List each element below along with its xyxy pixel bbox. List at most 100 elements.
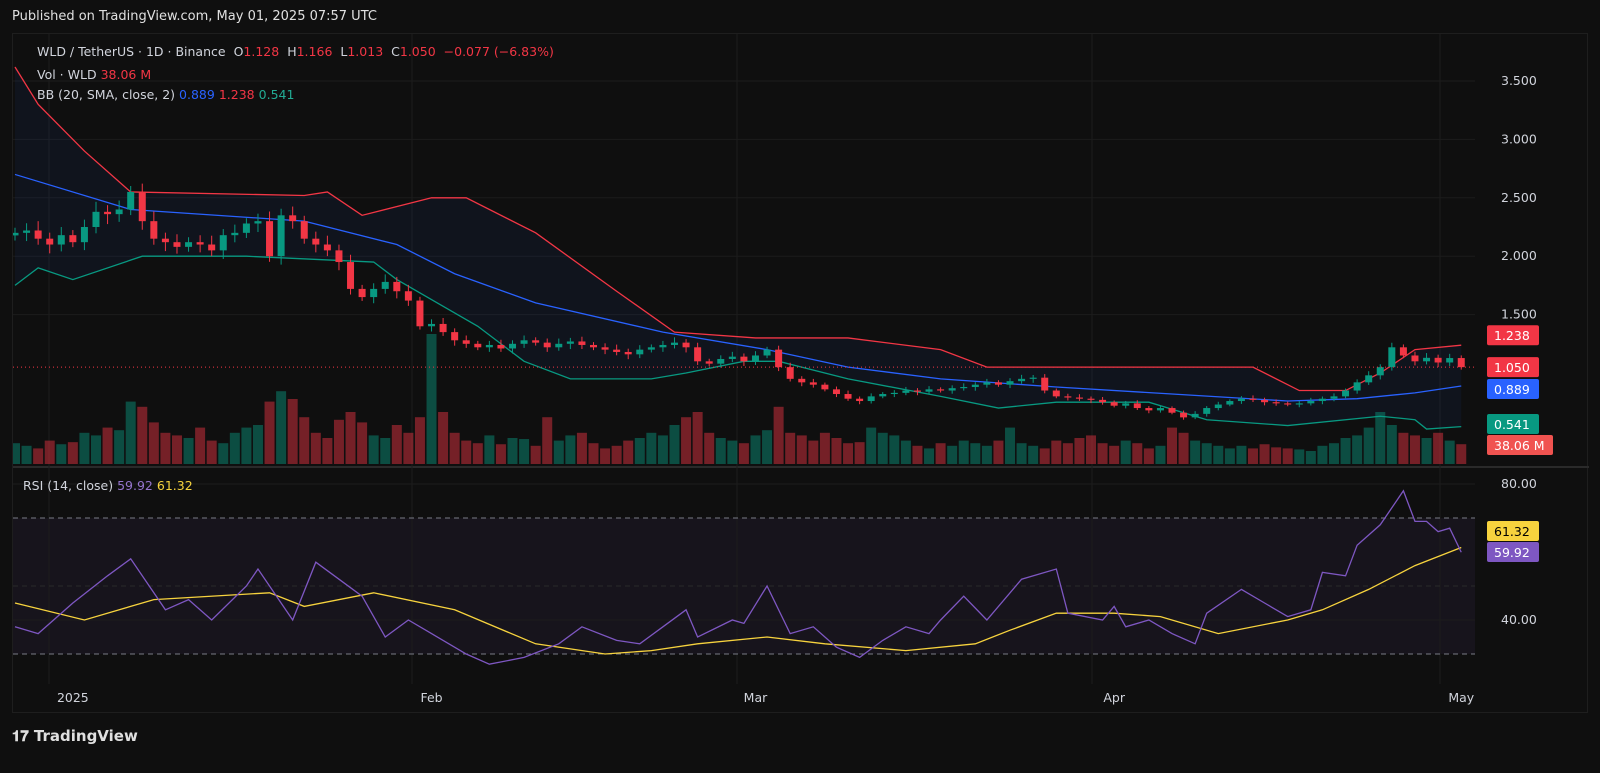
volume-bar bbox=[1097, 443, 1108, 464]
candle-body bbox=[115, 209, 123, 215]
volume-bar bbox=[137, 406, 148, 464]
volume-bar bbox=[657, 435, 668, 464]
rsi-legend[interactable]: RSI (14, close) 59.92 61.32 bbox=[23, 478, 197, 493]
volume-bar bbox=[438, 412, 449, 464]
candle-body bbox=[809, 382, 817, 385]
volume-bar bbox=[472, 443, 483, 464]
candle-body bbox=[879, 394, 887, 397]
candle bbox=[277, 208, 285, 265]
candle bbox=[786, 362, 794, 382]
volume-bar bbox=[310, 432, 321, 464]
candle bbox=[439, 317, 447, 336]
candle bbox=[104, 205, 112, 225]
rsi-ma-last-text: 61.32 bbox=[1494, 524, 1530, 539]
candle bbox=[937, 387, 945, 393]
volume-bar bbox=[843, 443, 854, 464]
candle-body bbox=[925, 389, 933, 392]
tv-logo-icon: 𝟏𝟕 bbox=[12, 727, 34, 745]
volume-bar bbox=[646, 432, 657, 464]
chart-svg[interactable]: 3.500 3.000 2.500 2.000 1.500 80.00 40.00 2025 F… bbox=[13, 34, 1589, 714]
candle bbox=[1064, 393, 1072, 401]
bb-legend[interactable]: BB (20, SMA, close, 2) 0.889 1.238 0.541 bbox=[37, 87, 298, 102]
candle-body bbox=[92, 211, 100, 227]
candle bbox=[1272, 399, 1280, 406]
volume-bar bbox=[993, 440, 1004, 464]
candle bbox=[1284, 401, 1292, 407]
candle bbox=[1237, 396, 1245, 404]
volume-bar bbox=[1213, 445, 1224, 464]
candle-body bbox=[1237, 398, 1245, 402]
candle-body bbox=[1041, 377, 1049, 391]
candle-body bbox=[1446, 358, 1454, 363]
date-axis-label: Mar bbox=[744, 690, 768, 705]
candle bbox=[404, 284, 412, 306]
volume-bar bbox=[1386, 425, 1397, 464]
candle bbox=[289, 206, 297, 229]
volume-bar bbox=[368, 435, 379, 464]
rsi-ma-last-badge bbox=[1487, 521, 1539, 541]
candle bbox=[451, 328, 459, 346]
candle bbox=[844, 390, 852, 401]
candle-body bbox=[717, 358, 725, 364]
volume-bar bbox=[1340, 438, 1351, 464]
candle-body bbox=[231, 232, 239, 236]
candle bbox=[647, 344, 655, 353]
candle-body bbox=[994, 382, 1002, 385]
volume-bar bbox=[808, 440, 819, 464]
published-caption: Published on TradingView.com, May 01, 20… bbox=[12, 9, 377, 24]
candle-body bbox=[1399, 347, 1407, 356]
volume-bar bbox=[1294, 449, 1305, 464]
chart-frame[interactable]: 3.500 3.000 2.500 2.000 1.500 80.00 40.00 2025 F… bbox=[12, 33, 1589, 714]
candle bbox=[462, 335, 470, 348]
volume-bar bbox=[530, 445, 541, 464]
volume-bar bbox=[287, 399, 298, 464]
volume-bar bbox=[738, 443, 749, 464]
candle-body bbox=[1353, 382, 1361, 391]
candle bbox=[971, 382, 979, 391]
candle-body bbox=[775, 349, 783, 368]
candle bbox=[532, 337, 540, 346]
volume-bar bbox=[333, 419, 344, 464]
candle-body bbox=[844, 394, 852, 399]
candle bbox=[1411, 351, 1419, 366]
bb-lower-value: 0.541 bbox=[258, 87, 295, 102]
candle bbox=[254, 213, 262, 233]
last-price-text: 1.050 bbox=[1494, 360, 1530, 375]
volume-last-text: 38.06 M bbox=[1494, 438, 1545, 453]
candle-body bbox=[1110, 402, 1118, 406]
candle bbox=[1214, 401, 1222, 411]
candle-body bbox=[763, 349, 771, 356]
candle bbox=[1110, 400, 1118, 408]
symbol-title[interactable]: WLD / TetherUS · 1D · Binance bbox=[37, 44, 226, 59]
candle bbox=[994, 380, 1002, 387]
volume-bar bbox=[1132, 443, 1143, 464]
volume-bar bbox=[1317, 445, 1328, 464]
volume-bar bbox=[1444, 440, 1455, 464]
candle-body bbox=[1434, 357, 1442, 363]
candle bbox=[590, 342, 597, 351]
volume-bar bbox=[692, 412, 703, 464]
rsi-last-text: 59.92 bbox=[1494, 545, 1530, 560]
candle-body bbox=[300, 221, 308, 239]
volume-bar bbox=[1039, 448, 1050, 464]
volume-bar bbox=[21, 445, 32, 464]
candle bbox=[1006, 378, 1014, 389]
candle bbox=[1365, 371, 1373, 385]
volume-bar bbox=[1409, 435, 1420, 464]
candle bbox=[150, 211, 158, 245]
volume-bar bbox=[67, 442, 78, 464]
volume-bar bbox=[264, 401, 275, 464]
candle bbox=[509, 340, 517, 354]
volume-bar bbox=[1236, 445, 1247, 464]
candle-body bbox=[566, 341, 574, 344]
volume-bar bbox=[796, 435, 807, 464]
volume-bar bbox=[1028, 445, 1039, 464]
bb-upper-badge bbox=[1487, 325, 1539, 346]
volume-legend[interactable]: Vol · WLD 38.06 M bbox=[37, 67, 155, 82]
tradingview-logo[interactable]: 𝟏𝟕 TradingView bbox=[12, 727, 138, 745]
candle bbox=[1052, 388, 1060, 399]
candle bbox=[185, 237, 193, 252]
candle-body bbox=[57, 235, 65, 245]
volume-bar bbox=[426, 334, 437, 464]
candle-body bbox=[590, 344, 597, 348]
